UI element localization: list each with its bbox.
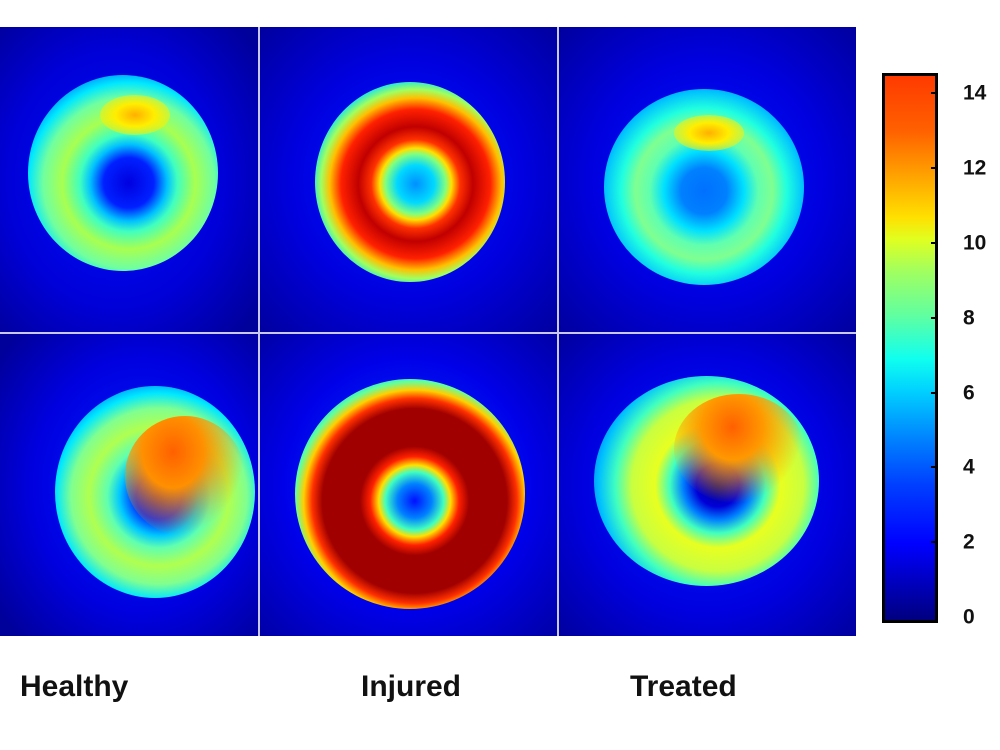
hot-arc bbox=[125, 416, 245, 536]
colorbar-tick-label: 14 bbox=[963, 81, 987, 105]
colorbar-tick-label: 12 bbox=[963, 156, 987, 180]
colorbar-tick bbox=[931, 242, 937, 244]
panel-healthy-row1 bbox=[0, 27, 258, 332]
colorbar-tick bbox=[931, 317, 937, 319]
panel-treated-row1 bbox=[559, 27, 856, 332]
column-label-injured: Injured bbox=[361, 670, 462, 703]
panel-injured-row2 bbox=[260, 334, 557, 636]
column-label-treated: Treated bbox=[630, 670, 737, 703]
heatmap-grid bbox=[0, 27, 856, 636]
colorbar-tick bbox=[931, 541, 937, 543]
column-label-healthy: Healthy bbox=[20, 670, 129, 703]
colorbar-tick-label: 10 bbox=[963, 231, 987, 255]
colorbar-tick bbox=[931, 466, 937, 468]
ring-signal bbox=[295, 379, 525, 609]
colorbar-tick-label: 4 bbox=[963, 455, 975, 479]
colorbar-tick-label: 2 bbox=[963, 530, 975, 554]
colorbar-tick-label: 6 bbox=[963, 381, 975, 405]
panel-injured-row1 bbox=[260, 27, 557, 332]
panel-treated-row2 bbox=[559, 334, 856, 636]
colorbar bbox=[882, 73, 938, 623]
colorbar-tick-label: 8 bbox=[963, 306, 975, 330]
colorbar-tick-label: 0 bbox=[963, 605, 975, 629]
ring-signal bbox=[315, 82, 505, 282]
hot-arc bbox=[674, 394, 804, 504]
colorbar-tick bbox=[931, 392, 937, 394]
colorbar-tick bbox=[931, 167, 937, 169]
hot-spot bbox=[674, 115, 744, 151]
hot-spot bbox=[100, 95, 170, 135]
colorbar-tick bbox=[931, 92, 937, 94]
panel-healthy-row2 bbox=[0, 334, 258, 636]
